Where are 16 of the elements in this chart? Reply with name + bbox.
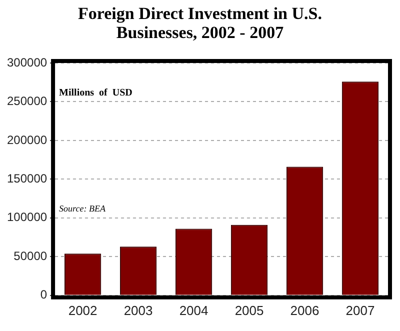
- x-tick-label: 2007: [346, 302, 375, 318]
- y-tick-label: 50000: [14, 248, 48, 263]
- x-tick-label: 2005: [234, 302, 264, 318]
- annotation: Source: BEA: [59, 204, 106, 214]
- y-tick-label: 0: [40, 288, 48, 302]
- y-tick-label: 300000: [6, 55, 48, 70]
- y-tick-label: 200000: [6, 132, 48, 147]
- y-tick-label: 250000: [6, 94, 48, 108]
- x-tick-label: 2002: [68, 302, 98, 318]
- annotation: Millions of USD: [59, 88, 132, 99]
- y-tick-label: 150000: [6, 172, 48, 186]
- x-tick-label: 2006: [290, 302, 320, 318]
- chart-title: Foreign Direct Investment in U.S. Businesses, 2002 - 2007: [77, 4, 323, 44]
- x-tick-label: 2003: [124, 302, 153, 318]
- x-tick-label: 2004: [179, 302, 208, 318]
- y-tick-label: 100000: [6, 210, 48, 224]
